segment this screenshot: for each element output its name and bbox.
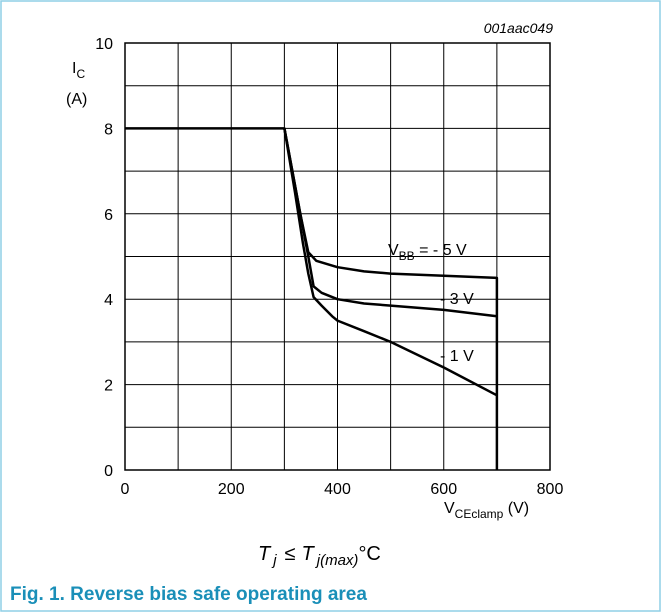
x-axis-label-unit: (V) xyxy=(503,500,529,517)
grid xyxy=(125,43,550,470)
y-tick-label: 2 xyxy=(104,378,113,395)
x-axis-label-main: V xyxy=(444,500,455,517)
series-label-vbb-5v-pre: V xyxy=(388,242,399,259)
y-tick-label: 0 xyxy=(104,463,113,480)
x-tick-labels: 0 200 400 600 800 xyxy=(121,481,564,498)
y-tick-label: 10 xyxy=(95,36,113,53)
x-tick-label: 200 xyxy=(218,481,245,498)
y-tick-label: 6 xyxy=(104,207,113,224)
condition-j1: j xyxy=(271,552,277,569)
series-label-3v: - 3 V xyxy=(440,291,474,308)
plot-area xyxy=(124,42,551,471)
y-tick-label: 8 xyxy=(104,121,113,138)
x-tick-label: 800 xyxy=(537,481,564,498)
x-axis-label-sub: CEclamp xyxy=(455,507,504,521)
y-tick-labels: 0 2 4 6 8 10 xyxy=(95,36,113,480)
y-tick-label: 4 xyxy=(104,292,113,309)
figure-caption: Fig. 1. Reverse bias safe operating area xyxy=(10,584,367,605)
series-label-1v: - 1 V xyxy=(440,348,474,365)
condition-t1: T xyxy=(258,543,272,565)
x-tick-label: 400 xyxy=(324,481,351,498)
curves xyxy=(125,127,499,470)
y-axis-unit: (A) xyxy=(66,91,87,108)
series-label-vbb-5v: VBB = - 5 V xyxy=(388,242,467,263)
x-tick-label: 600 xyxy=(430,481,457,498)
condition-j2: j(max) xyxy=(315,552,359,569)
series-line-2 xyxy=(283,128,498,397)
x-tick-label: 0 xyxy=(121,481,130,498)
figure-code: 001aac049 xyxy=(484,20,554,36)
y-axis-label-main: I xyxy=(72,60,76,77)
series-label-vbb-5v-post: = - 5 V xyxy=(415,242,467,259)
condition-unit: °C xyxy=(358,543,380,565)
y-axis-label: IC xyxy=(72,60,85,81)
series-line-1 xyxy=(283,128,498,318)
condition-le: ≤ xyxy=(285,543,296,565)
y-axis-label-sub: C xyxy=(76,67,85,81)
x-axis-label: VCEclamp (V) xyxy=(444,500,529,521)
series-label-vbb-5v-sub: BB xyxy=(399,249,415,263)
condition-t2: T xyxy=(302,543,316,565)
